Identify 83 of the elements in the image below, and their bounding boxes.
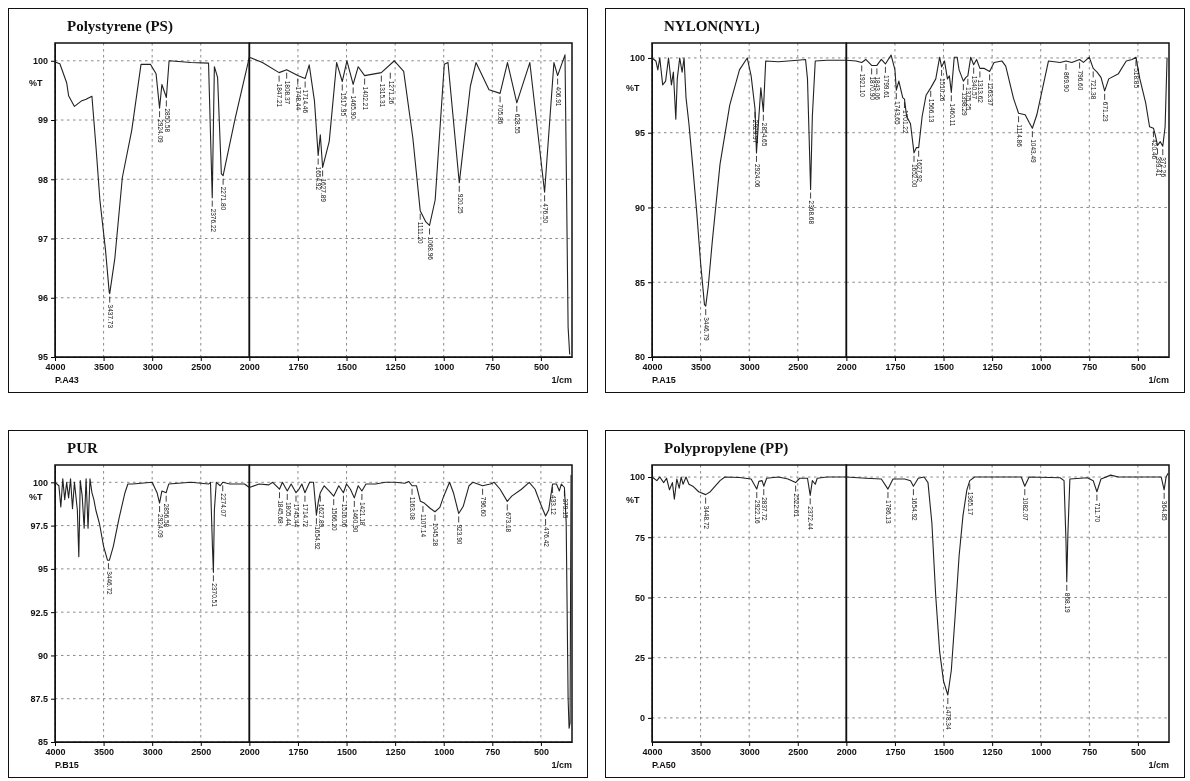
x-tick-label: 2500 (191, 362, 212, 373)
x-tick-label: 1000 (1031, 362, 1052, 373)
y-tick-label: 25 (634, 653, 645, 664)
y-tick-label: 98 (37, 174, 48, 185)
x-tick-label: 1000 (1031, 747, 1052, 758)
x-tick-label: 1750 (885, 747, 906, 758)
x-tick-label: 4000 (45, 747, 66, 758)
y-tick-label: 100 (629, 472, 645, 483)
x-tick-label: 4000 (642, 747, 663, 758)
x-axis-title: 1/cm (551, 760, 572, 770)
x-tick-label: 3500 (94, 362, 115, 373)
x-axis-title: 1/cm (1148, 375, 1169, 385)
y-tick-label: 87.5 (30, 694, 48, 705)
y-tick-label: 99 (37, 115, 48, 126)
chart-title: Polystyrene (PS) (67, 18, 173, 35)
x-tick-label: 2500 (191, 747, 212, 758)
y-tick-label: 90 (634, 202, 645, 213)
y-tick-label: 80 (634, 352, 645, 363)
y-tick-label: 100 (629, 53, 645, 64)
x-tick-label: 1250 (982, 362, 1003, 373)
x-tick-label: 1000 (434, 362, 455, 373)
x-tick-label: 1000 (434, 747, 455, 758)
x-tick-label: 1750 (288, 362, 309, 373)
y-tick-label: 100 (32, 56, 48, 67)
x-tick-label: 2000 (239, 362, 260, 373)
x-tick-label: 500 (533, 362, 549, 373)
y-tick-label: 96 (37, 293, 48, 304)
y-tick-label: 95 (37, 564, 48, 575)
x-tick-label: 1500 (934, 747, 955, 758)
x-tick-label: 500 (1130, 747, 1146, 758)
x-tick-label: 1750 (288, 747, 309, 758)
x-tick-label: 1500 (337, 747, 358, 758)
text: P.B15 (55, 760, 79, 770)
x-tick-label: 1250 (385, 747, 406, 758)
x-tick-label: 4000 (642, 362, 663, 373)
x-axis-title: 1/cm (1148, 760, 1169, 770)
text: P.A50 (652, 760, 676, 770)
y-tick-label: 95 (634, 128, 645, 139)
x-tick-label: 1250 (982, 747, 1003, 758)
x-tick-label: 500 (1130, 362, 1146, 373)
chart-title: NYLON(NYL) (664, 18, 760, 35)
x-tick-label: 3500 (691, 747, 712, 758)
text: P.A43 (55, 375, 79, 385)
y-tick-label: 85 (634, 277, 645, 288)
y-axis-title: %T (626, 83, 640, 94)
x-tick-label: 3000 (739, 362, 760, 373)
y-axis-title: %T (29, 491, 43, 502)
x-tick-label: 750 (485, 747, 501, 758)
x-tick-label: 3500 (94, 747, 115, 758)
x-tick-label: 3500 (691, 362, 712, 373)
y-tick-label: 97.5 (30, 520, 48, 531)
y-tick-label: 95 (37, 352, 48, 363)
x-tick-label: 1500 (337, 362, 358, 373)
y-axis-title: %T (626, 495, 640, 506)
y-tick-label: 92.5 (30, 607, 48, 618)
x-tick-label: 2500 (788, 747, 809, 758)
x-tick-label: 1500 (934, 362, 955, 373)
x-tick-label: 3000 (739, 747, 760, 758)
x-tick-label: 2000 (836, 362, 857, 373)
y-tick-label: 100 (32, 477, 48, 488)
y-tick-label: 75 (634, 532, 645, 543)
x-tick-label: 3000 (142, 362, 163, 373)
y-tick-label: 50 (634, 592, 645, 603)
x-tick-label: 500 (533, 747, 549, 758)
y-tick-label: 0 (639, 713, 645, 724)
x-tick-label: 750 (1082, 747, 1098, 758)
x-tick-label: 3000 (142, 747, 163, 758)
y-tick-label: 90 (37, 650, 48, 661)
x-tick-label: 750 (485, 362, 501, 373)
chart-title: PUR (67, 440, 98, 456)
x-tick-label: 1750 (885, 362, 906, 373)
y-tick-label: 85 (37, 737, 48, 748)
x-tick-label: 2000 (239, 747, 260, 758)
x-tick-label: 750 (1082, 362, 1098, 373)
y-axis-title: %T (29, 78, 43, 89)
x-tick-label: 2500 (788, 362, 809, 373)
x-tick-label: 4000 (45, 362, 66, 373)
y-tick-label: 97 (37, 233, 48, 244)
chart-title: Polypropylene (PP) (664, 440, 789, 457)
x-tick-label: 2000 (836, 747, 857, 758)
x-axis-title: 1/cm (551, 375, 572, 385)
text: P.A15 (652, 375, 676, 385)
x-tick-label: 1250 (385, 362, 406, 373)
